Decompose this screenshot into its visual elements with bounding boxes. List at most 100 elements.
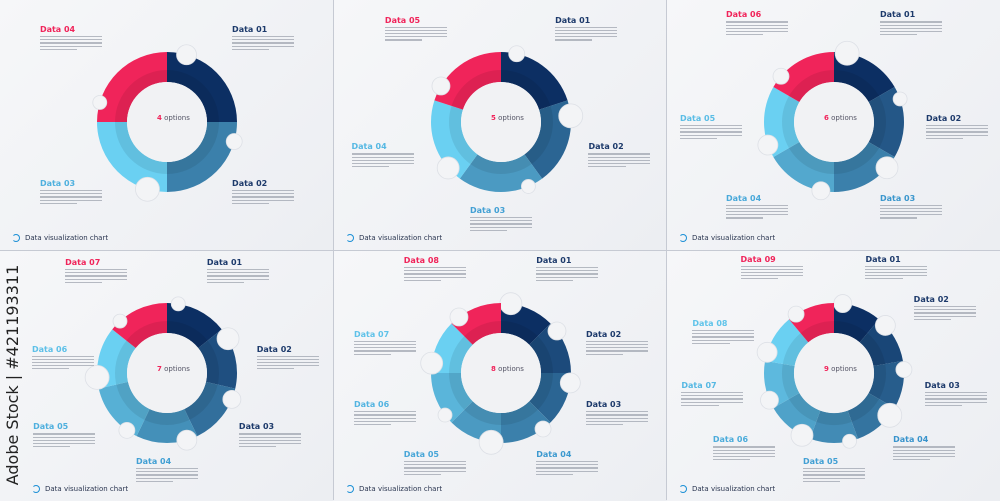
bubble-marker <box>892 91 908 107</box>
segment-shade <box>788 142 834 174</box>
placeholder-text-line <box>206 272 269 274</box>
segment-1[interactable] <box>834 303 879 343</box>
placeholder-text-line <box>585 343 648 346</box>
label-title: Data 04 <box>536 449 572 459</box>
label-data-7: Data 07 <box>681 381 744 406</box>
segment-2[interactable] <box>167 122 237 192</box>
placeholder-text-line <box>680 137 718 139</box>
segment-6[interactable] <box>773 51 834 102</box>
segment-shade <box>529 336 553 373</box>
donut-chart <box>420 292 581 455</box>
center-circle <box>794 82 874 162</box>
footer-title: Data visualization chart <box>45 485 129 493</box>
segment-5[interactable] <box>98 381 150 437</box>
segment-shade <box>449 336 473 373</box>
label-data-4: Data 04 <box>726 194 788 219</box>
placeholder-text-line <box>740 275 803 277</box>
bubble-marker <box>216 327 240 351</box>
label-data-3: Data 03 <box>238 422 301 448</box>
segment-4[interactable] <box>501 401 551 443</box>
options-text: options <box>831 114 857 122</box>
segment-3[interactable] <box>834 142 895 192</box>
divider <box>0 250 1000 251</box>
footer: Data visualization chart <box>346 234 442 242</box>
placeholder-text-line <box>354 423 392 426</box>
segment-8[interactable] <box>451 303 501 345</box>
bubble-marker <box>756 341 778 363</box>
placeholder-text-line <box>384 29 447 31</box>
placeholder-text-line <box>403 460 466 463</box>
label-title: Data 03 <box>585 400 622 410</box>
segment-3[interactable] <box>97 122 167 192</box>
placeholder-text-line <box>536 460 599 463</box>
placeholder-text-line <box>726 214 788 216</box>
segment-6[interactable] <box>431 373 473 423</box>
label-title: Data 04 <box>351 142 387 152</box>
donut-chart <box>431 45 584 194</box>
chart-logo-icon <box>12 234 20 242</box>
placeholder-text-line <box>536 464 599 466</box>
segment-4[interactable] <box>773 142 834 192</box>
bubble-marker <box>449 307 469 327</box>
segment-7[interactable] <box>112 303 167 349</box>
placeholder-text-line <box>585 353 624 355</box>
label-title: Data 05 <box>403 449 439 459</box>
chart-panel-4-options: Data 01 Data 02 Data 03 Data 04 4 options Dat… <box>0 0 333 250</box>
donut-chart <box>92 44 243 202</box>
placeholder-text-line <box>865 265 928 267</box>
placeholder-text-line <box>585 420 648 422</box>
placeholder-text-line <box>39 190 102 192</box>
placeholder-text-line <box>136 480 174 482</box>
placeholder-text-line <box>39 45 102 47</box>
segment-2[interactable] <box>859 319 903 367</box>
segment-3[interactable] <box>184 381 236 437</box>
label-data-1: Data 01 <box>555 16 618 41</box>
segment-1[interactable] <box>501 52 568 110</box>
placeholder-text-line <box>403 276 466 278</box>
label-title: Data 06 <box>32 344 68 354</box>
placeholder-text-line <box>470 220 532 222</box>
segment-shade <box>782 333 809 367</box>
placeholder-text-line <box>680 128 742 130</box>
segment-shade <box>782 96 800 148</box>
bubble-marker <box>92 95 108 110</box>
watermark: Adobe Stock | #421193311 <box>3 264 22 486</box>
placeholder-text-line <box>256 361 319 364</box>
placeholder-text-line <box>403 279 441 281</box>
placeholder-text-line <box>470 223 532 225</box>
placeholder-text-line <box>33 446 71 448</box>
placeholder-text-line <box>803 468 865 470</box>
segment-3[interactable] <box>868 360 904 408</box>
bubble-marker <box>772 67 790 85</box>
label-title: Data 03 <box>39 179 76 189</box>
segment-shade <box>115 70 167 122</box>
bubble-marker <box>811 181 831 201</box>
placeholder-text-line <box>403 467 466 469</box>
placeholder-text-line <box>692 342 730 344</box>
segment-4[interactable] <box>847 393 895 439</box>
placeholder-text-line <box>555 39 593 41</box>
segment-shade <box>464 401 501 425</box>
label-data-2: Data 02 <box>256 345 319 370</box>
placeholder-text-line <box>403 470 466 472</box>
segment-4[interactable] <box>97 52 167 122</box>
segment-2[interactable] <box>868 87 904 157</box>
placeholder-text-line <box>403 267 466 269</box>
segment-1[interactable] <box>167 303 222 349</box>
segment-2[interactable] <box>529 323 571 373</box>
placeholder-text-line <box>354 343 416 346</box>
segment-3[interactable] <box>459 154 543 193</box>
label-data-8: Data 08 <box>403 256 466 281</box>
bubble-marker <box>437 407 453 423</box>
placeholder-text-line <box>680 131 742 133</box>
options-text: options <box>498 114 524 122</box>
placeholder-text-line <box>470 217 532 219</box>
placeholder-text-line <box>256 355 319 357</box>
placeholder-text-line <box>880 217 918 219</box>
placeholder-text-line <box>354 417 416 419</box>
options-text: options <box>831 365 857 373</box>
segment-5[interactable] <box>434 52 501 110</box>
segment-1[interactable] <box>167 52 237 122</box>
placeholder-text-line <box>351 162 414 165</box>
placeholder-text-line <box>403 473 441 475</box>
